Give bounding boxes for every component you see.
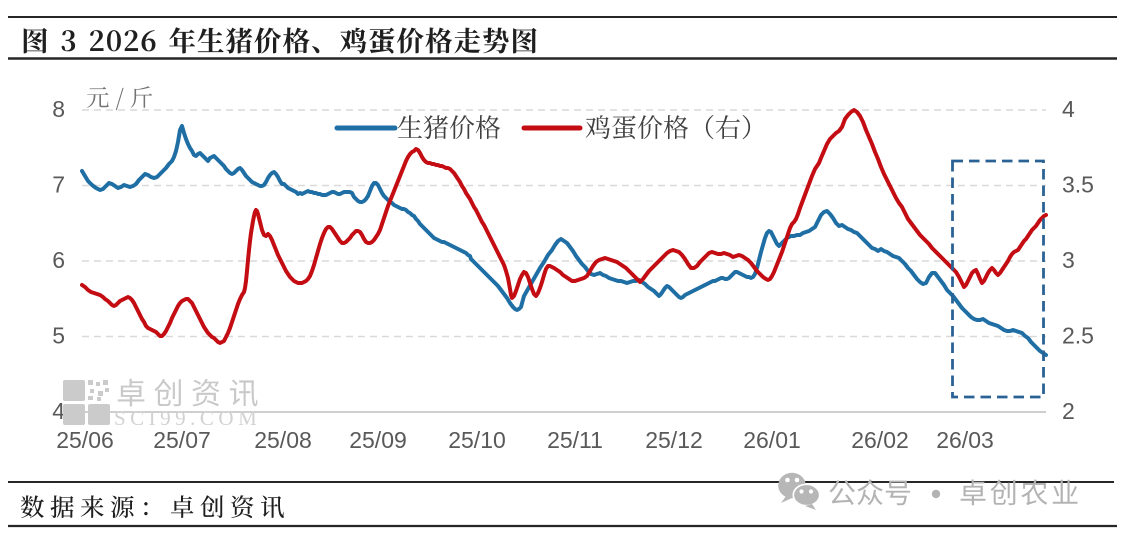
svg-text:25/07: 25/07 (153, 427, 211, 453)
svg-text:5: 5 (52, 323, 65, 349)
svg-text:26/02: 26/02 (851, 427, 909, 453)
svg-text:2: 2 (1062, 398, 1075, 424)
svg-text:26/01: 26/01 (743, 427, 801, 453)
svg-text:25/06: 25/06 (56, 427, 114, 453)
svg-text:26/03: 26/03 (936, 427, 994, 453)
svg-text:25/11: 25/11 (547, 427, 603, 453)
svg-text:SCI99.COM: SCI99.COM (114, 406, 261, 430)
svg-text:25/10: 25/10 (448, 427, 506, 453)
svg-text:2.5: 2.5 (1062, 323, 1094, 349)
svg-text:6: 6 (52, 247, 65, 273)
svg-text:4: 4 (52, 398, 65, 424)
svg-text:25/09: 25/09 (349, 427, 407, 453)
svg-text:25/08: 25/08 (254, 427, 312, 453)
svg-text:3: 3 (1062, 247, 1075, 273)
svg-text:25/12: 25/12 (645, 427, 703, 453)
svg-text:8: 8 (52, 96, 65, 122)
svg-text:4: 4 (1062, 96, 1075, 122)
svg-text:3.5: 3.5 (1062, 172, 1094, 198)
svg-text:7: 7 (52, 172, 65, 198)
